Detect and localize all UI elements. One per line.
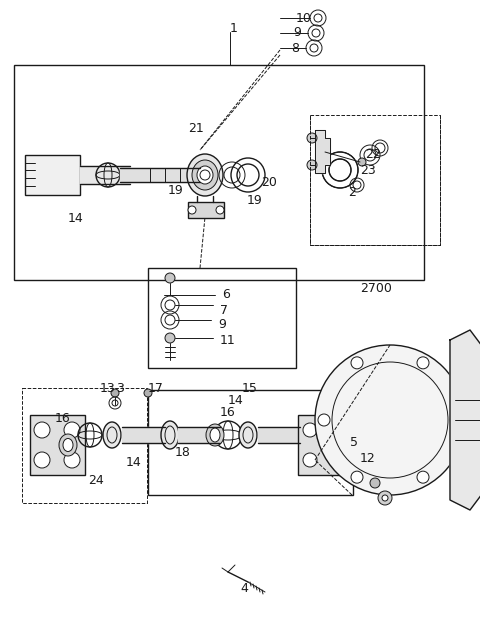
- Bar: [188, 202, 224, 218]
- Text: 3: 3: [116, 381, 124, 394]
- Ellipse shape: [206, 424, 224, 446]
- Ellipse shape: [239, 422, 257, 448]
- Polygon shape: [120, 168, 200, 182]
- Circle shape: [331, 423, 345, 437]
- Circle shape: [188, 206, 196, 214]
- Ellipse shape: [192, 160, 218, 190]
- Ellipse shape: [103, 422, 121, 448]
- Text: 22: 22: [365, 148, 381, 161]
- Ellipse shape: [187, 154, 223, 196]
- Circle shape: [318, 414, 330, 426]
- Text: 5: 5: [350, 436, 358, 449]
- Bar: [22, 388, 147, 503]
- Circle shape: [144, 389, 152, 397]
- Text: 11: 11: [220, 335, 236, 348]
- Text: 16: 16: [220, 406, 236, 419]
- Circle shape: [358, 158, 366, 166]
- Polygon shape: [450, 330, 480, 510]
- Circle shape: [351, 471, 363, 483]
- Ellipse shape: [59, 434, 77, 456]
- Circle shape: [417, 471, 429, 483]
- Text: 14: 14: [228, 394, 244, 406]
- Bar: [25, 155, 80, 195]
- Text: 2: 2: [348, 186, 356, 200]
- Text: 19: 19: [168, 184, 184, 196]
- Circle shape: [216, 206, 224, 214]
- Text: 7: 7: [220, 303, 228, 317]
- Text: 17: 17: [148, 381, 164, 394]
- Bar: [310, 115, 440, 245]
- Text: 24: 24: [88, 474, 104, 486]
- Circle shape: [417, 357, 429, 369]
- Ellipse shape: [161, 421, 179, 449]
- Circle shape: [165, 333, 175, 343]
- Ellipse shape: [197, 166, 213, 184]
- Circle shape: [370, 478, 380, 488]
- Circle shape: [307, 133, 317, 143]
- Text: 6: 6: [222, 289, 230, 301]
- Text: 9: 9: [293, 26, 301, 40]
- Circle shape: [331, 453, 345, 467]
- Circle shape: [64, 422, 80, 438]
- Polygon shape: [315, 130, 330, 173]
- Text: 21: 21: [188, 122, 204, 134]
- Polygon shape: [258, 427, 300, 443]
- Circle shape: [165, 273, 175, 283]
- Text: 18: 18: [175, 445, 191, 458]
- Circle shape: [450, 414, 462, 426]
- Text: 19: 19: [247, 193, 263, 207]
- Circle shape: [34, 452, 50, 468]
- Text: 14: 14: [126, 456, 142, 468]
- Text: 2700: 2700: [360, 282, 392, 294]
- Text: 4: 4: [240, 582, 248, 595]
- Circle shape: [64, 452, 80, 468]
- Circle shape: [315, 345, 465, 495]
- Text: 9: 9: [218, 319, 226, 332]
- Text: 10: 10: [296, 12, 312, 24]
- Circle shape: [378, 491, 392, 505]
- Bar: [14, 65, 424, 280]
- Bar: [148, 390, 353, 495]
- Polygon shape: [122, 427, 165, 443]
- Text: 13: 13: [100, 381, 116, 394]
- Circle shape: [382, 495, 388, 501]
- Circle shape: [34, 422, 50, 438]
- Circle shape: [111, 389, 119, 397]
- Ellipse shape: [210, 428, 220, 442]
- Text: 8: 8: [291, 42, 299, 54]
- Circle shape: [351, 357, 363, 369]
- Polygon shape: [80, 166, 130, 184]
- Text: 15: 15: [242, 381, 258, 394]
- Text: 20: 20: [261, 177, 277, 189]
- Text: 12: 12: [360, 451, 376, 465]
- Bar: [298, 415, 350, 475]
- Text: 14: 14: [68, 211, 84, 225]
- Ellipse shape: [63, 438, 73, 451]
- Text: 16: 16: [55, 412, 71, 424]
- Circle shape: [303, 453, 317, 467]
- Circle shape: [303, 423, 317, 437]
- Text: 1: 1: [230, 22, 238, 35]
- Bar: [148, 268, 296, 368]
- Circle shape: [307, 160, 317, 170]
- Text: 23: 23: [360, 163, 376, 177]
- Bar: [30, 415, 85, 475]
- Polygon shape: [178, 427, 220, 443]
